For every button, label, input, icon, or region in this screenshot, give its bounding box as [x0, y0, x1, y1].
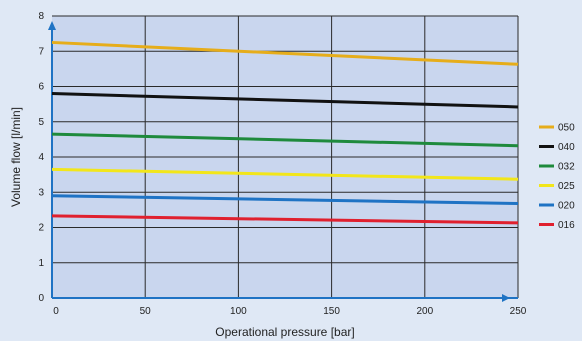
- x-tick-label: 250: [510, 306, 527, 317]
- y-tick-label: 1: [38, 258, 44, 269]
- legend: 050 040 032 025 020 016: [539, 123, 575, 231]
- y-tick-label: 6: [38, 82, 44, 93]
- y-axis-arrow-icon: [48, 21, 56, 30]
- legend-label-040: 040: [558, 142, 575, 153]
- x-axis-arrow-icon: [502, 294, 510, 302]
- series-lines: [51, 40, 519, 225]
- series-line-020: [51, 194, 519, 206]
- series-line-025: [51, 167, 519, 181]
- legend-label-020: 020: [558, 201, 575, 212]
- y-tick-labels: 0 1 2 3 4 5 6 7 8: [38, 11, 44, 304]
- x-tick-label: 50: [140, 306, 152, 317]
- x-tick-label: 200: [416, 306, 433, 317]
- y-axis-label: Volume flow [l/min]: [9, 107, 23, 207]
- legend-label-016: 016: [558, 220, 575, 231]
- y-tick-label: 2: [38, 223, 44, 234]
- grid-lines: [52, 15, 519, 298]
- legend-label-025: 025: [558, 181, 575, 192]
- x-tick-label: 0: [53, 306, 59, 317]
- series-line-040: [51, 92, 519, 109]
- x-tick-label: 100: [230, 306, 247, 317]
- y-tick-label: 5: [38, 117, 44, 128]
- y-tick-label: 4: [38, 152, 44, 163]
- y-tick-label: 3: [38, 187, 44, 198]
- legend-label-050: 050: [558, 123, 575, 134]
- series-line-032: [51, 132, 519, 148]
- axes: [48, 21, 518, 302]
- x-axis-label: Operational pressure [bar]: [215, 325, 354, 339]
- series-line-016: [51, 214, 519, 225]
- y-tick-label: 7: [38, 46, 44, 57]
- y-tick-label: 0: [38, 293, 44, 304]
- x-tick-labels: 0 50 100 150 200 250: [53, 306, 527, 317]
- legend-label-032: 032: [558, 162, 575, 173]
- y-tick-label: 8: [38, 11, 44, 22]
- series-line-050: [51, 40, 519, 66]
- x-tick-label: 150: [323, 306, 340, 317]
